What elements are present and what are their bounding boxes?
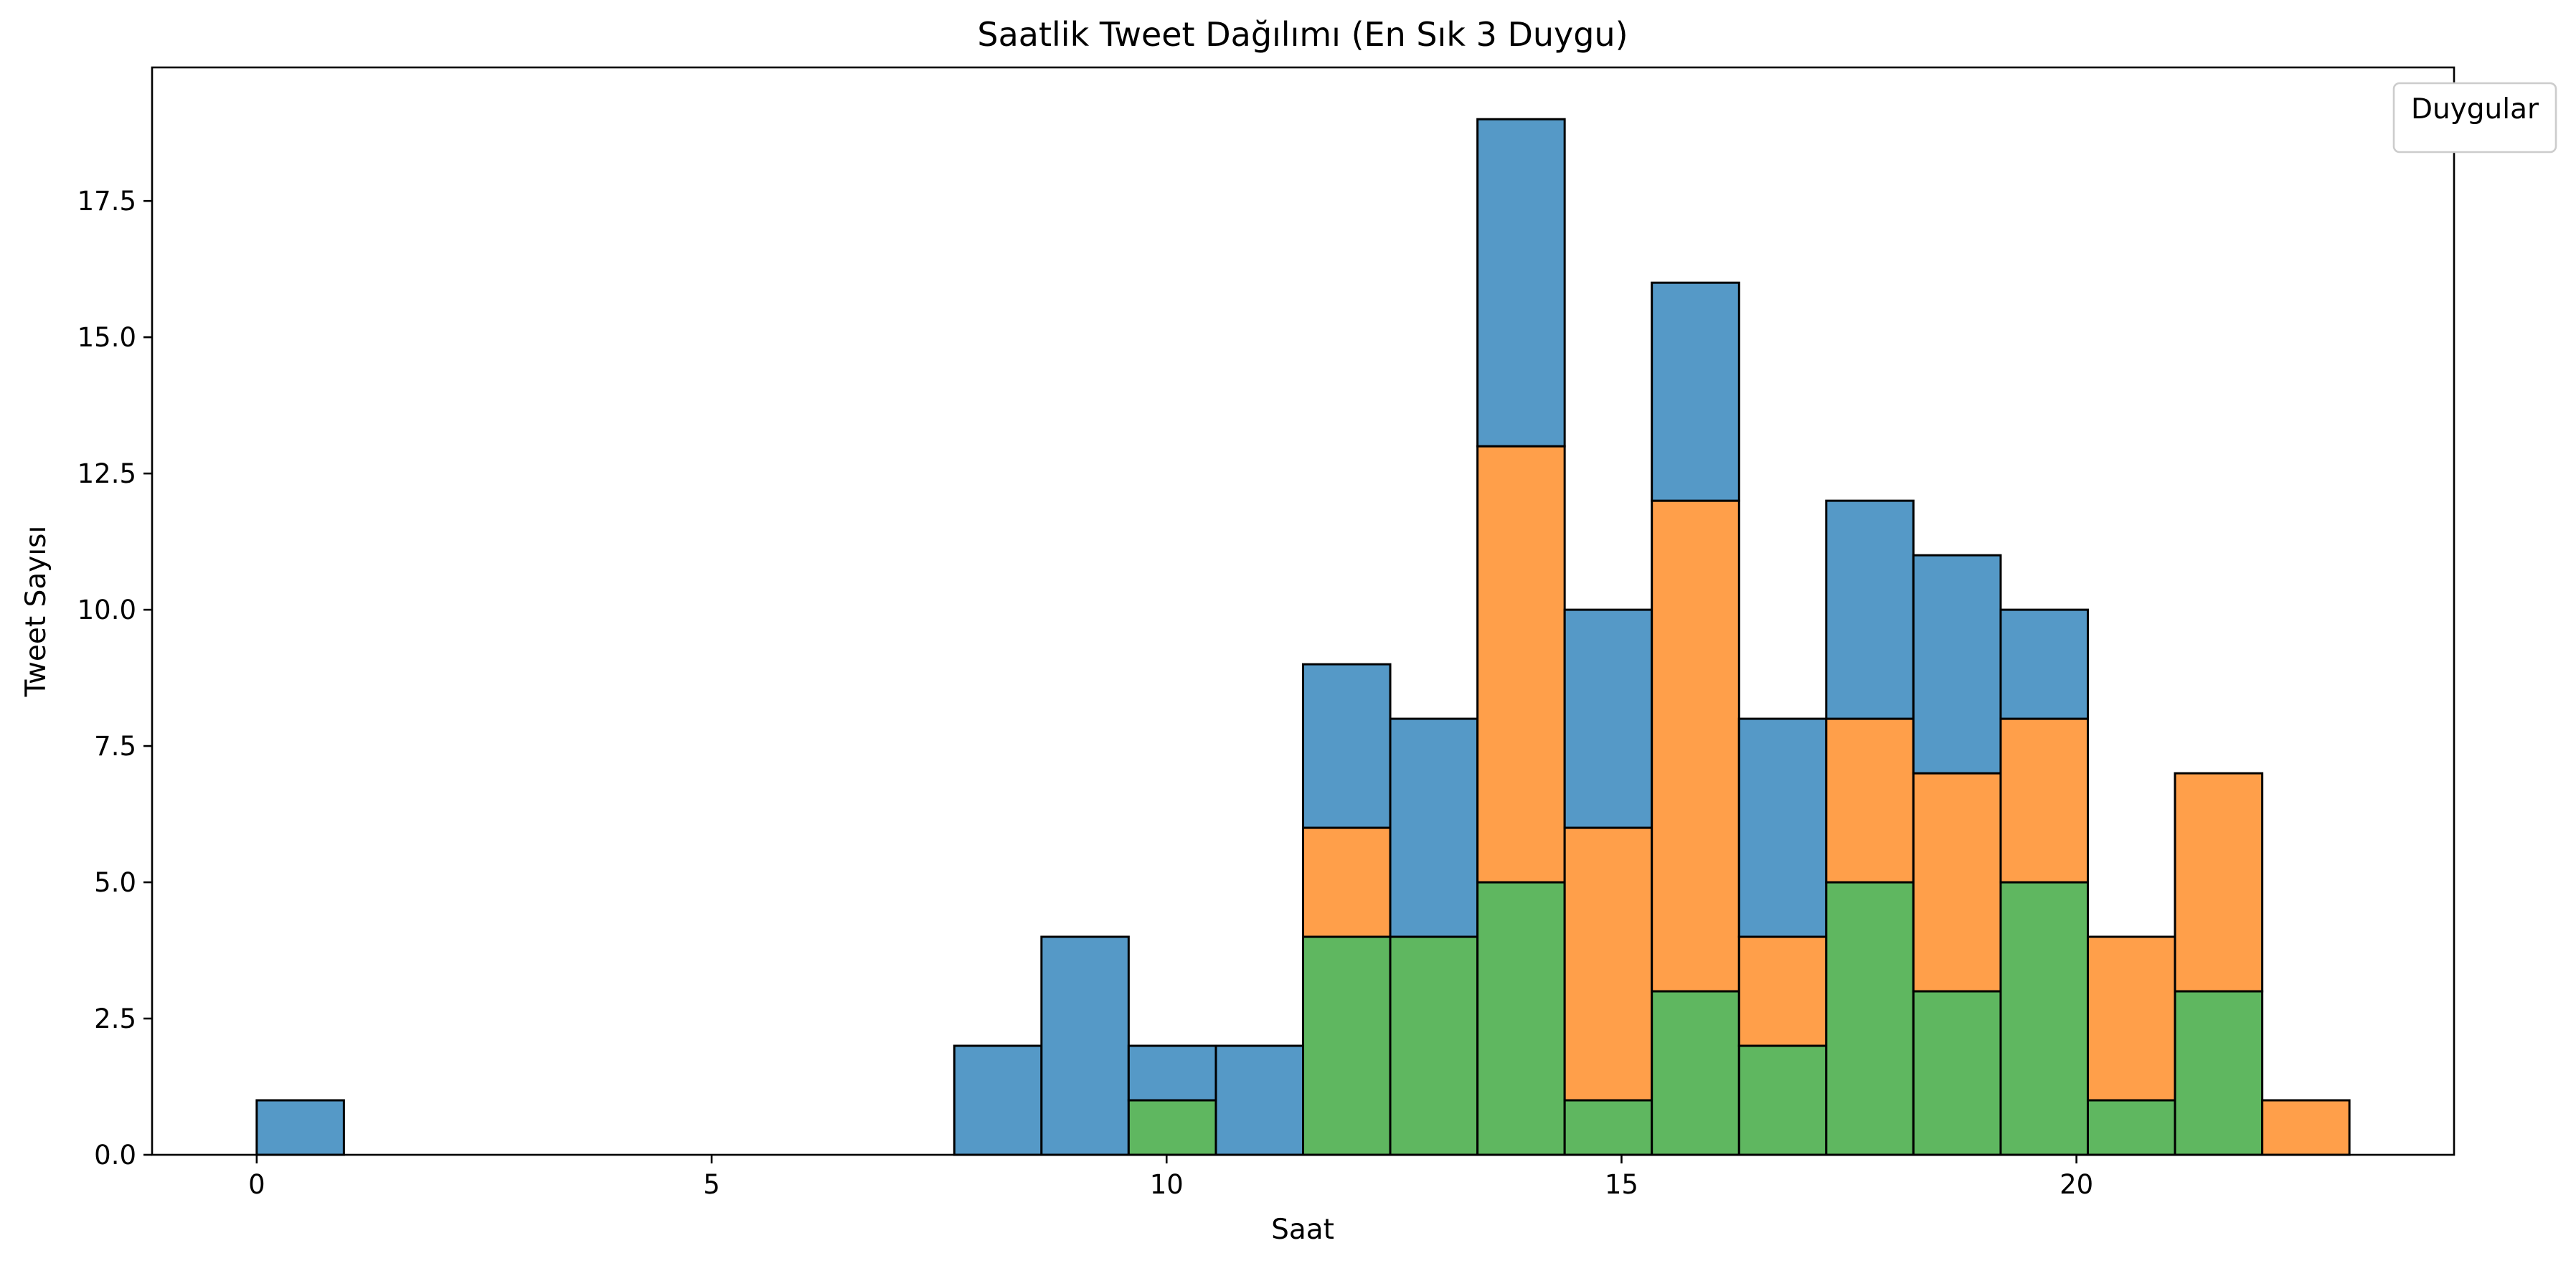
- bar-segment-0-bin-15: [2174, 990, 2264, 1156]
- bar-segment-2-bin-11: [1825, 499, 1915, 720]
- bar-segment-1-bin-13: [1999, 717, 2089, 884]
- y-tick-label: 10.0: [77, 595, 136, 625]
- bar-segment-2-bin-10: [1737, 717, 1828, 938]
- bar-segment-2-bin-9: [1651, 281, 1740, 502]
- y-tick-label: 12.5: [77, 458, 136, 489]
- bar-segment-2-bin-13: [1999, 608, 2089, 720]
- bar-segment-0-bin-7: [1476, 881, 1566, 1156]
- x-tick-label: 10: [1150, 1169, 1184, 1200]
- bar-segment-2-bin-2: [1040, 935, 1130, 1156]
- y-tick-label: 17.5: [77, 186, 136, 217]
- y-tick-label: 2.5: [94, 1003, 136, 1034]
- x-tick-label: 0: [248, 1169, 265, 1200]
- bar-segment-2-bin-6: [1389, 717, 1479, 938]
- bar-segment-1-bin-16: [2261, 1099, 2351, 1156]
- bar-segment-0-bin-5: [1302, 935, 1392, 1156]
- x-ticks-group: 0 5 10 15 20: [248, 1155, 2093, 1200]
- y-tick-label: 15.0: [77, 322, 136, 353]
- y-tick-label: 5.0: [94, 867, 136, 898]
- x-tick-label: 5: [703, 1169, 720, 1200]
- chart-title: Saatlik Tweet Dağılımı (En Sık 3 Duygu): [977, 15, 1628, 54]
- bar-segment-2-bin-12: [1912, 554, 2002, 775]
- x-axis-label: Saat: [1271, 1214, 1334, 1246]
- bar-segment-2-bin-8: [1563, 608, 1653, 829]
- bar-segment-0-bin-12: [1912, 990, 2002, 1156]
- bar-segment-2-bin-1: [953, 1044, 1043, 1156]
- plot-frame: [151, 66, 2455, 1156]
- bar-segment-2-bin-7: [1476, 118, 1566, 448]
- bar-segment-0-bin-11: [1825, 881, 1915, 1156]
- y-tick-label: 7.5: [94, 731, 136, 762]
- bar-segment-1-bin-10: [1737, 935, 1828, 1047]
- bar-segment-0-bin-6: [1389, 935, 1479, 1156]
- bar-segment-1-bin-15: [2174, 772, 2264, 993]
- x-tick-label: 20: [2060, 1169, 2093, 1200]
- bar-segment-0-bin-3: [1127, 1099, 1217, 1156]
- bar-segment-1-bin-7: [1476, 445, 1566, 884]
- bar-segment-2-bin-0: [255, 1099, 345, 1156]
- bars-group: [255, 118, 2351, 1156]
- bar-segment-0-bin-14: [2086, 1099, 2176, 1156]
- bar-segment-2-bin-4: [1214, 1044, 1305, 1156]
- y-tick-label: 0.0: [94, 1140, 136, 1171]
- bar-segment-1-bin-5: [1302, 826, 1392, 938]
- y-ticks-group: 0.0 2.5 5.0 7.5 10.0 12.5 15.0 17.5: [77, 186, 152, 1171]
- bar-segment-2-bin-3: [1127, 1044, 1217, 1102]
- bar-segment-1-bin-14: [2086, 935, 2176, 1102]
- x-tick-label: 15: [1605, 1169, 1638, 1200]
- bar-segment-0-bin-8: [1563, 1099, 1653, 1156]
- bar-segment-0-bin-13: [1999, 881, 2089, 1156]
- legend-title: Duygular: [2411, 93, 2539, 126]
- bar-segment-1-bin-9: [1651, 499, 1740, 993]
- legend: Duygular: [2392, 82, 2557, 153]
- bar-segment-2-bin-5: [1302, 663, 1392, 829]
- bar-segment-1-bin-8: [1563, 826, 1653, 1102]
- bar-segment-0-bin-9: [1651, 990, 1740, 1156]
- bar-segment-1-bin-12: [1912, 772, 2002, 993]
- y-axis-label: Tweet Sayısı: [20, 526, 52, 698]
- legend-box: [2392, 82, 2557, 153]
- bar-segment-0-bin-10: [1737, 1044, 1828, 1156]
- bar-segment-1-bin-11: [1825, 717, 1915, 884]
